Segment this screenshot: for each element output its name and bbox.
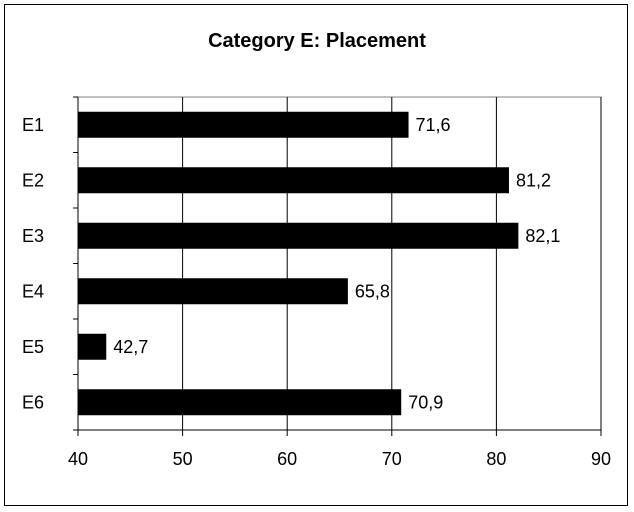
data-label: 70,9 <box>408 392 443 412</box>
data-label: 65,8 <box>355 281 390 301</box>
data-label: 81,2 <box>516 170 551 190</box>
bar <box>78 167 509 194</box>
x-tick-label: 70 <box>382 449 402 469</box>
bar <box>78 278 348 305</box>
plot-area: 40 50 60 70 80 90 E1 71,6 E2 81,2 E3 82,1 E4 65,8 E5 42… <box>22 96 611 469</box>
data-label: 71,6 <box>416 115 451 135</box>
data-label: 82,1 <box>525 226 560 246</box>
x-tick-label: 40 <box>68 449 88 469</box>
y-tick-label: E6 <box>22 392 44 412</box>
bar <box>78 333 107 360</box>
bar <box>78 111 409 138</box>
chart-frame <box>4 4 628 506</box>
y-tick-label: E1 <box>22 115 44 135</box>
data-label: 42,7 <box>113 337 148 357</box>
y-tick-label: E5 <box>22 337 44 357</box>
x-tick-label: 50 <box>173 449 193 469</box>
y-tick-label: E3 <box>22 226 44 246</box>
y-tick-label: E2 <box>22 170 44 190</box>
bar <box>78 222 519 249</box>
y-tick-label: E4 <box>22 281 44 301</box>
bar <box>78 389 402 416</box>
plot-border <box>77 96 602 431</box>
x-tick-label: 80 <box>486 449 506 469</box>
chart-title: Category E: Placement <box>208 30 426 52</box>
x-tick-label: 60 <box>277 449 297 469</box>
x-tick-label: 90 <box>591 449 611 469</box>
